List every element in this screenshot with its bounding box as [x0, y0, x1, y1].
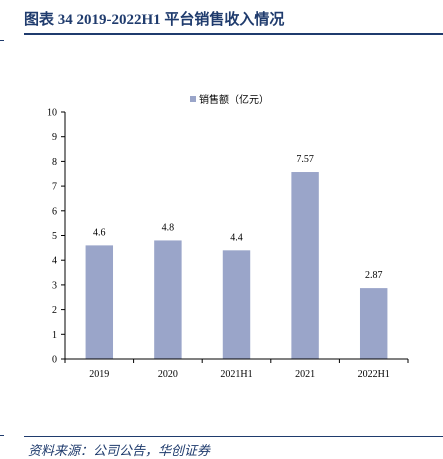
y-tick-label: 0 — [52, 355, 57, 366]
data-label: 7.57 — [296, 154, 314, 165]
y-tick-label: 5 — [52, 231, 57, 242]
source-note: 资料来源：公司公告，华创证券 — [28, 443, 211, 458]
bar-2019 — [85, 245, 114, 359]
legend-label: 销售额（亿元） — [199, 93, 269, 106]
y-tick-label: 4 — [52, 256, 57, 267]
bar-2020 — [154, 240, 182, 359]
legend-swatch — [190, 96, 196, 102]
figure-title: 图表 34 2019-2022H1 平台销售收入情况 — [24, 12, 285, 28]
x-tick-label: 2021H1 — [220, 369, 252, 380]
bar-2021h1 — [222, 250, 251, 359]
data-label: 2.87 — [365, 270, 383, 281]
y-tick-label: 8 — [52, 157, 57, 168]
data-label: 4.8 — [162, 222, 175, 233]
x-tick-label: 2022H1 — [358, 369, 390, 380]
y-tick-label: 7 — [52, 182, 57, 193]
y-axis: 0 1 2 3 4 5 6 7 8 9 10 — [47, 108, 66, 366]
x-tick-label: 2021 — [295, 369, 315, 380]
bar-2022h1 — [359, 288, 388, 359]
bar-2021 — [291, 172, 319, 359]
y-tick-label: 9 — [52, 132, 57, 143]
data-label: 4.6 — [93, 227, 106, 238]
bars: 4.6 4.8 4.4 7.57 2.87 — [85, 154, 388, 359]
x-tick-label: 2020 — [158, 369, 178, 380]
x-tick-label: 2019 — [89, 369, 109, 380]
y-tick-label: 10 — [47, 108, 57, 119]
title-rule — [24, 33, 443, 35]
y-tick-label: 2 — [52, 305, 57, 316]
source-rule — [24, 436, 443, 437]
margin-mark — [0, 40, 4, 41]
legend: 销售额（亿元） — [190, 93, 269, 106]
y-tick-label: 1 — [52, 330, 57, 341]
bar-chart: 销售额（亿元） 0 1 2 3 4 5 6 7 8 9 10 4.6 4.8 4.4 7.57 2.87 2… — [47, 93, 409, 380]
margin-mark — [0, 435, 4, 436]
data-label: 4.4 — [230, 232, 243, 243]
x-axis: 2019 2020 2021H1 2021 2022H1 — [64, 358, 409, 380]
y-tick-label: 3 — [52, 280, 57, 291]
y-tick-label: 6 — [52, 206, 57, 217]
